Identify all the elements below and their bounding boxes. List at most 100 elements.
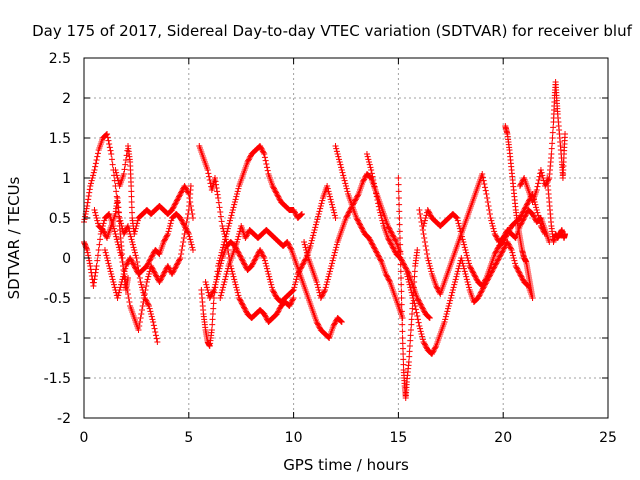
data-point (343, 185, 350, 192)
data-point (422, 243, 429, 249)
data-point (272, 292, 279, 299)
data-point (423, 247, 430, 253)
data-point (150, 251, 157, 257)
data-point (460, 239, 467, 245)
data-point (128, 188, 135, 195)
data-point (371, 245, 378, 252)
data-point (533, 204, 540, 211)
data-point (519, 209, 526, 216)
data-point (508, 247, 515, 253)
data-point (275, 308, 282, 315)
data-point (496, 253, 503, 260)
data-point (493, 247, 500, 253)
data-point (176, 257, 183, 264)
data-point (422, 215, 429, 221)
data-point (417, 211, 424, 217)
data-point (352, 196, 359, 203)
data-point (127, 255, 134, 261)
data-point (484, 195, 491, 201)
data-point (240, 260, 247, 267)
data-point (550, 124, 557, 131)
data-point (431, 347, 438, 353)
series-arc-7 (202, 183, 339, 305)
data-point (177, 215, 184, 221)
data-point (104, 134, 111, 141)
data-point (264, 164, 271, 171)
data-point (206, 295, 213, 301)
data-point (491, 231, 498, 237)
data-point (335, 153, 342, 160)
data-point (461, 268, 468, 275)
data-point (396, 235, 403, 241)
data-point (252, 255, 259, 261)
data-point (257, 247, 264, 253)
data-point (451, 279, 458, 285)
data-point (82, 211, 89, 217)
data-point (216, 265, 223, 272)
data-point (409, 292, 416, 299)
data-point (224, 265, 231, 272)
data-point (294, 273, 301, 280)
series-arc-15 (420, 191, 549, 289)
data-point (178, 247, 185, 253)
data-point (325, 334, 332, 341)
data-point (273, 191, 280, 197)
data-point (223, 271, 230, 277)
data-point (275, 193, 282, 200)
data-point (415, 319, 422, 326)
data-point (419, 305, 426, 312)
data-point (266, 273, 273, 280)
data-point (111, 281, 118, 288)
data-point (289, 297, 296, 304)
data-point (446, 300, 453, 307)
data-point (171, 201, 178, 208)
data-point (186, 233, 193, 240)
data-point (152, 272, 159, 279)
data-point (419, 333, 426, 340)
data-point (370, 243, 377, 249)
data-point (269, 287, 276, 293)
data-point (377, 256, 384, 263)
data-point (232, 281, 239, 288)
data-point (391, 235, 398, 241)
data-point (372, 187, 379, 193)
data-point (482, 187, 489, 194)
data-point (204, 287, 211, 293)
data-point (137, 279, 144, 285)
data-point (264, 167, 271, 174)
data-point (441, 319, 448, 325)
data-point (338, 167, 345, 173)
data-point (562, 131, 569, 137)
series-arc-8 (217, 223, 345, 341)
data-point (344, 212, 351, 219)
data-point (183, 225, 190, 232)
data-point (420, 307, 427, 313)
data-point (113, 236, 120, 243)
series-arc-19 (91, 195, 132, 293)
data-point (418, 219, 425, 225)
data-point (215, 195, 222, 201)
data-point (367, 237, 374, 244)
data-point (395, 195, 402, 201)
data-point (152, 329, 159, 335)
data-point (451, 281, 458, 288)
data-point (366, 159, 373, 165)
data-point (392, 237, 399, 244)
data-point (275, 307, 282, 313)
data-point (316, 208, 323, 215)
data-point (419, 227, 426, 233)
data-point (458, 233, 465, 240)
data-point (182, 184, 189, 191)
data-point (242, 307, 249, 313)
data-point (268, 281, 275, 288)
data-point (291, 209, 298, 216)
data-point (284, 239, 291, 245)
data-point (400, 260, 407, 267)
data-point (171, 203, 178, 209)
data-point (105, 260, 112, 267)
data-point (183, 187, 190, 193)
data-point (130, 244, 137, 251)
data-point (115, 289, 122, 296)
data-point (236, 296, 243, 303)
y-tick-label: -1 (57, 331, 71, 347)
